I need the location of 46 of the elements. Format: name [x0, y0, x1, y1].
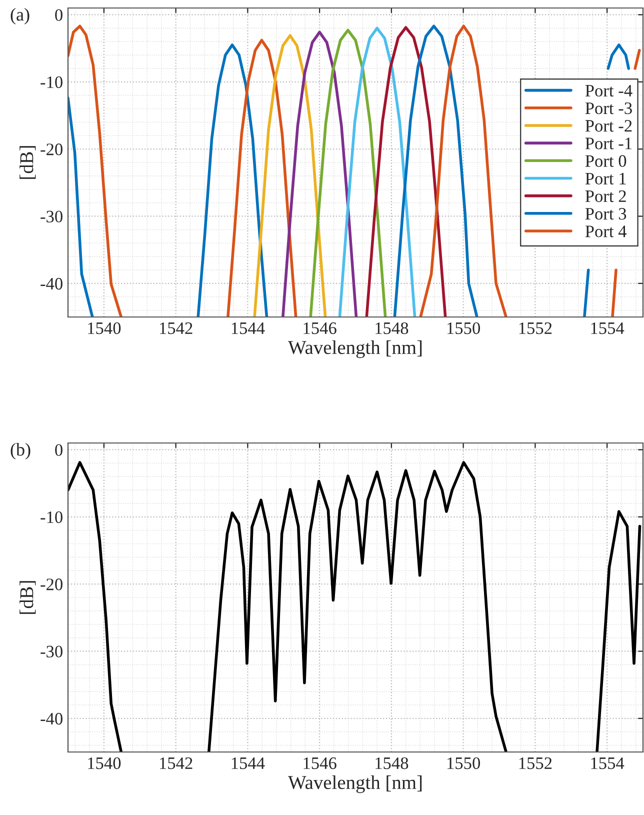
y-tick-label: -40 — [40, 278, 62, 290]
y-tick-label: 0 — [55, 9, 62, 21]
y-tick-label: -20 — [40, 578, 62, 590]
x-tick-label: 1550 — [447, 757, 480, 770]
x-tick-label: 1546 — [304, 757, 336, 770]
x-axis-title: Wavelength [nm] — [288, 340, 422, 358]
y-tick-label: -10 — [40, 76, 62, 88]
x-tick-label: 1544 — [232, 322, 265, 334]
x-tick-label: 1552 — [519, 757, 552, 770]
x-tick-label: 1554 — [591, 322, 624, 334]
legend-label: Port 3 — [585, 208, 626, 220]
legend-label: Port 4 — [585, 226, 627, 238]
legend-label: Port -4 — [585, 84, 632, 97]
x-tick-label: 1548 — [376, 757, 408, 770]
x-tick-label: 1540 — [88, 757, 121, 770]
line-series — [365, 26, 447, 317]
x-tick-label: 1546 — [304, 322, 336, 334]
text: (b) — [10, 443, 30, 460]
legend-label: Port -1 — [585, 138, 632, 150]
x-tick-label: 1550 — [447, 322, 480, 334]
x-tick-label: 1548 — [376, 322, 408, 334]
y-tick-label: -30 — [40, 210, 62, 222]
x-tick-label: 1542 — [160, 757, 192, 770]
y-axis-title: [dB] — [20, 581, 36, 614]
x-tick-label: 1552 — [519, 322, 552, 334]
y-tick-label: -40 — [40, 712, 62, 725]
x-axis-title: Wavelength [nm] — [288, 775, 422, 794]
legend-label: Port 1 — [585, 172, 626, 184]
y-tick-label: -20 — [40, 144, 62, 156]
y-axis-title: [dB] — [20, 146, 36, 179]
x-tick-label: 1544 — [232, 757, 265, 770]
text: (a) — [10, 8, 30, 24]
y-tick-label: -30 — [40, 646, 62, 658]
legend-label: Port -3 — [585, 102, 632, 114]
x-tick-label: 1542 — [160, 322, 192, 334]
legend-label: Port -2 — [585, 120, 632, 132]
y-tick-label: 0 — [55, 444, 62, 456]
x-tick-label: 1554 — [591, 757, 624, 770]
legend-label: Port 0 — [585, 155, 626, 167]
line-series — [253, 34, 327, 317]
legend-label: Port 2 — [585, 190, 626, 202]
line-series — [338, 26, 416, 317]
y-tick-label: -10 — [40, 511, 62, 524]
line-series — [309, 28, 387, 317]
x-tick-label: 1540 — [88, 322, 121, 334]
line-series — [282, 30, 358, 317]
